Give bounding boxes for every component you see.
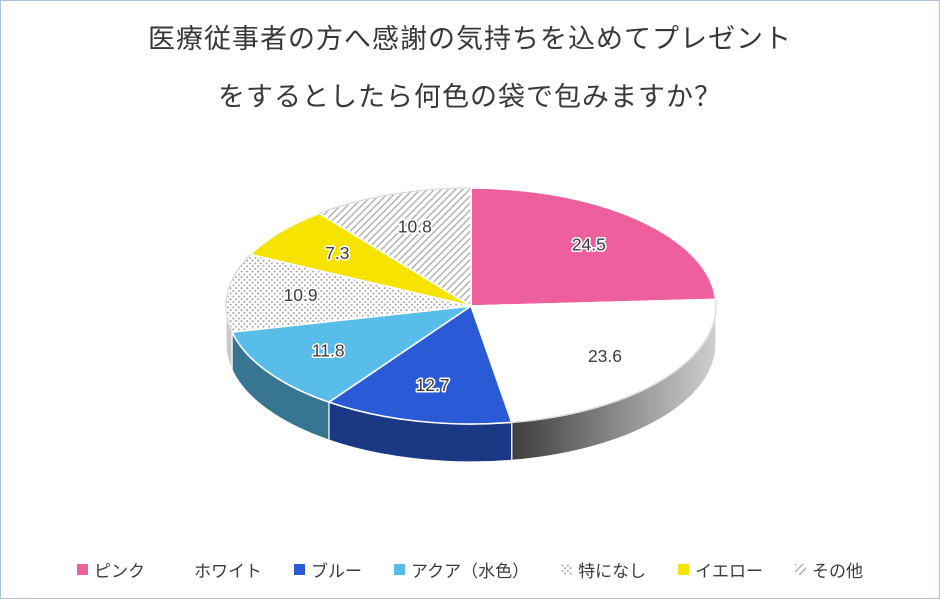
legend-swatch-5 (678, 564, 690, 575)
pie-slice-3 (231, 305, 472, 403)
legend-label-5: イエロー (695, 562, 763, 581)
legend-item-1: ホワイト (177, 557, 262, 582)
legend-item-2: ブルー (294, 557, 362, 582)
legend-label-4: 特になし (578, 562, 647, 581)
legend-swatch-4 (561, 564, 573, 575)
pie-slice-2 (328, 305, 513, 425)
legend-item-5: イエロー (678, 557, 763, 582)
pie-slice-0 (470, 187, 717, 307)
pie-slice-5 (249, 212, 472, 307)
chart-legend: ピンク ホワイト ブルー アクア（水色） 特になし イエロー その他 (1, 557, 939, 582)
legend-label-0: ピンク (94, 562, 145, 581)
legend-swatch-2 (294, 564, 305, 575)
legend-label-2: ブルー (311, 562, 362, 581)
chart-title-line2: をするとしたら何色の袋で包みますか？ (218, 82, 722, 113)
chart-title-line1: 医療従事者の方へ感謝の気持ちを込めてプレゼント (148, 24, 792, 54)
pie-slice-outline-1 (511, 299, 717, 423)
legend-item-4: 特になし (561, 557, 646, 582)
legend-swatch-6 (795, 564, 806, 575)
data-label-6: 10.8 (398, 217, 432, 237)
legend-swatch-1 (177, 564, 188, 575)
pie-chart: 24.5 23.6 12.7 11.8 10.9 7.3 10.8 (225, 187, 717, 463)
data-label-5: 7.3 (325, 243, 349, 263)
data-label-1: 23.6 (588, 346, 622, 366)
legend-item-6: その他 (795, 557, 863, 582)
pie-slice-outline-4 (225, 254, 251, 333)
legend-label-6: その他 (812, 562, 863, 581)
legend-swatch-0 (77, 564, 88, 575)
data-label-4: 10.9 (284, 285, 318, 305)
data-label-3: 11.8 (312, 340, 345, 360)
chart-title: 医療従事者の方へ感謝の気持ちを込めてプレゼント をするとしたら何色の袋で包みます… (1, 23, 939, 114)
legend-label-3: アクア（水色） (411, 562, 530, 581)
data-label-0: 24.5 (572, 235, 606, 255)
legend-swatch-3 (394, 564, 405, 575)
pie-slice-outline-6 (319, 187, 472, 214)
legend-item-0: ピンク (77, 557, 145, 582)
legend-item-3: アクア（水色） (394, 557, 529, 582)
legend-label-1: ホワイト (194, 562, 262, 581)
data-label-2: 12.7 (416, 375, 450, 395)
